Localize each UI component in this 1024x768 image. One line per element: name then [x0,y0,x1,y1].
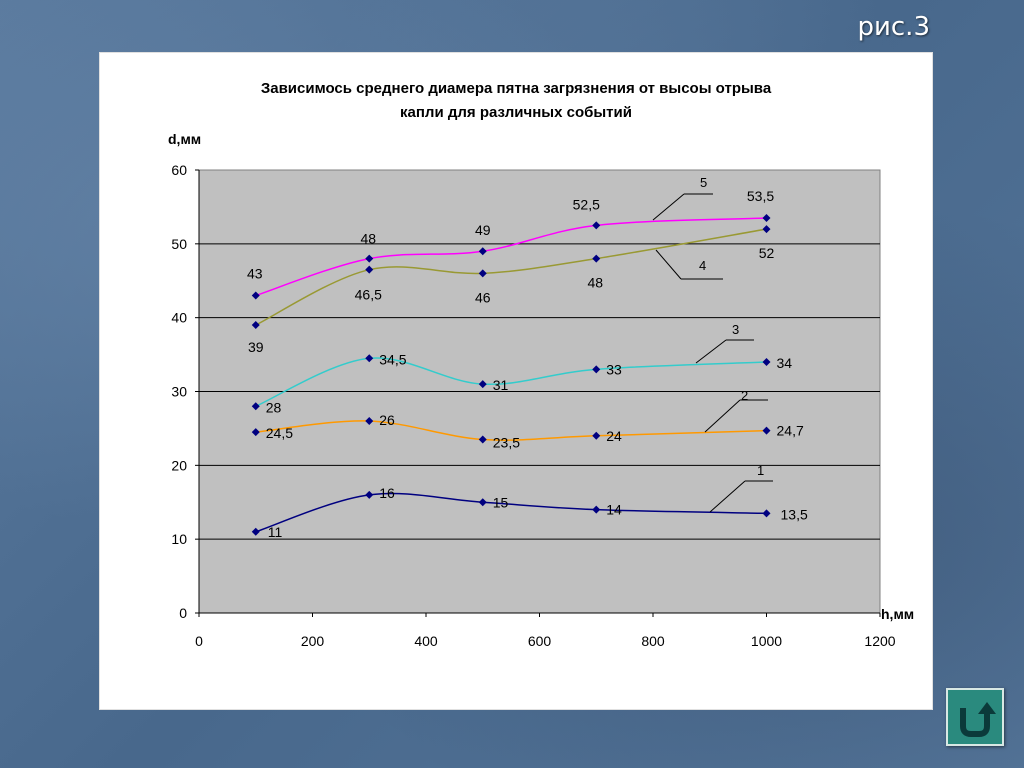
x-tick-label: 200 [301,633,325,649]
series-4-data-label: 46 [475,289,491,305]
series-1-data-label: 13,5 [781,506,808,522]
series-4-data-label: 48 [587,275,603,291]
series-4-point [478,269,487,278]
x-tick-label: 0 [195,633,203,649]
series-3-data-label: 31 [493,377,509,393]
series-2-data-label: 24 [606,428,622,444]
series-1-line [255,492,767,533]
series-5-data-label: 43 [247,266,263,282]
series-1-data-label: 14 [606,502,622,518]
series-3-point [478,380,487,389]
series-3-point [365,354,374,363]
series-2-point [365,417,374,426]
x-tick-label: 600 [528,633,552,649]
y-tick-label: 20 [171,457,187,473]
series-2-data-label: 23,5 [493,434,520,450]
series-4-point [592,254,601,263]
series-4-point [365,265,374,274]
return-button[interactable] [946,688,1004,746]
y-tick-label: 0 [179,605,187,621]
series-3-point [251,402,260,411]
line-chart: Зависимось среднего диамера пятна загряз… [168,80,914,649]
series-1-point [592,505,601,514]
y-axis-title: d,мм [168,131,201,147]
y-tick-label: 30 [171,384,187,400]
series-2-point [478,435,487,444]
series-4-data-label: 39 [248,339,264,355]
series-3-data-label: 28 [266,399,282,415]
series-5-point [592,221,601,230]
series-3-point [592,365,601,374]
series-4-point [251,321,260,330]
series-4-data-label: 46,5 [355,287,382,303]
slide-label: рис.3 [857,12,930,42]
series-5-point [762,213,771,222]
series-2-tag: 2 [741,388,748,403]
y-tick-label: 60 [171,162,187,178]
series-2-line [255,420,767,441]
series-5-data-label: 53,5 [747,188,774,204]
series-2-data-label: 26 [379,412,395,428]
series-3-data-label: 34,5 [379,351,406,367]
y-tick-label: 50 [171,236,187,252]
series-4-tag: 4 [699,258,706,273]
series-5-data-label: 48 [360,231,376,247]
series-2-point [592,431,601,440]
y-tick-label: 10 [171,531,187,547]
series-5-tag: 5 [700,175,707,190]
series-4-leader [655,249,682,280]
x-tick-label: 1000 [751,633,782,649]
series-1-point [365,490,374,499]
series-5-point [478,247,487,256]
series-5-line [255,217,767,297]
series-5-data-label: 49 [475,222,491,238]
series-4-point [762,225,771,234]
series-1-data-label: 11 [268,524,283,540]
series-5-point [365,254,374,263]
series-1-point [762,509,771,518]
series-1-point [478,498,487,507]
series-3-leader [695,339,727,364]
chart-title-line: капли для различных событий [400,104,632,121]
series-3-point [762,357,771,366]
series-1-data-label: 15 [493,494,509,510]
u-turn-arrow-icon [960,702,996,737]
x-tick-label: 400 [414,633,438,649]
series-1-data-label: 16 [379,485,395,501]
series-1-leader [709,480,746,513]
y-tick-label: 40 [171,310,187,326]
series-2-point [762,426,771,435]
series-3-tag: 3 [732,322,739,337]
series-2-point [251,428,260,437]
series-3-data-label: 34 [777,355,793,371]
x-tick-label: 1200 [864,633,895,649]
series-1-point [251,527,260,536]
series-2-leader [704,399,741,433]
series-2-data-label: 24,7 [777,423,804,439]
series-2-data-label: 24,5 [266,425,293,441]
series-5-data-label: 52,5 [573,196,600,212]
series-5-point [251,291,260,300]
chart-panel: Зависимось среднего диамера пятна загряз… [100,53,932,709]
series-3-data-label: 33 [606,361,622,377]
series-1-tag: 1 [757,463,764,478]
x-axis-title: h,мм [881,606,914,622]
chart-title-line: Зависимось среднего диамера пятна загряз… [261,80,772,97]
series-4-data-label: 52 [759,245,775,261]
series-5-leader [652,193,685,221]
x-tick-label: 800 [641,633,665,649]
